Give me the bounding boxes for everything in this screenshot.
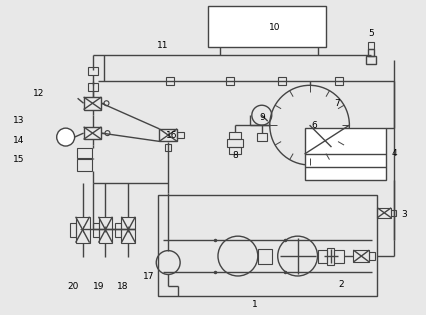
Bar xyxy=(335,77,343,85)
Bar xyxy=(159,129,177,141)
Text: 12: 12 xyxy=(33,89,44,98)
Bar xyxy=(88,67,98,75)
Bar xyxy=(98,217,112,243)
Bar xyxy=(77,148,92,158)
Bar xyxy=(208,6,325,48)
Bar xyxy=(75,217,89,243)
Bar xyxy=(368,49,374,56)
Bar xyxy=(391,210,396,216)
Text: 15: 15 xyxy=(13,156,25,164)
Bar xyxy=(121,217,135,243)
Bar xyxy=(77,159,92,171)
Bar xyxy=(369,252,375,260)
Bar xyxy=(377,208,391,218)
Bar xyxy=(88,83,98,91)
Bar xyxy=(317,249,328,262)
Bar xyxy=(177,132,184,138)
Bar xyxy=(334,249,344,262)
Bar xyxy=(69,223,75,237)
Text: 17: 17 xyxy=(143,272,154,281)
Text: 10: 10 xyxy=(269,23,280,32)
Text: 19: 19 xyxy=(93,282,104,291)
Text: 13: 13 xyxy=(13,116,25,125)
Text: 20: 20 xyxy=(67,282,78,291)
Text: 6: 6 xyxy=(312,121,317,130)
Text: 7: 7 xyxy=(334,99,340,108)
Text: 2: 2 xyxy=(339,280,344,289)
Bar xyxy=(366,56,376,64)
Bar xyxy=(258,249,272,264)
Text: 8: 8 xyxy=(232,151,238,159)
Bar xyxy=(92,223,98,237)
Bar xyxy=(305,128,386,180)
Bar xyxy=(278,77,286,85)
Bar xyxy=(165,144,171,151)
Bar xyxy=(83,97,101,110)
Text: 3: 3 xyxy=(401,210,407,219)
Text: 11: 11 xyxy=(156,41,168,50)
Text: 1: 1 xyxy=(252,300,258,309)
Bar xyxy=(328,248,334,265)
Bar xyxy=(229,147,241,154)
Bar xyxy=(354,250,369,262)
Bar xyxy=(257,133,267,141)
Bar xyxy=(227,139,243,147)
Text: 14: 14 xyxy=(13,135,25,145)
Bar xyxy=(158,195,377,296)
Text: 16: 16 xyxy=(167,131,178,140)
Circle shape xyxy=(57,128,75,146)
Text: 4: 4 xyxy=(391,148,397,158)
Text: 5: 5 xyxy=(368,29,374,38)
Bar xyxy=(83,127,101,139)
Bar xyxy=(368,42,374,49)
Bar xyxy=(166,77,174,85)
Text: 18: 18 xyxy=(117,282,128,291)
Bar xyxy=(115,223,121,237)
Bar xyxy=(226,77,234,85)
Bar xyxy=(229,132,241,139)
Text: 9: 9 xyxy=(259,113,265,122)
